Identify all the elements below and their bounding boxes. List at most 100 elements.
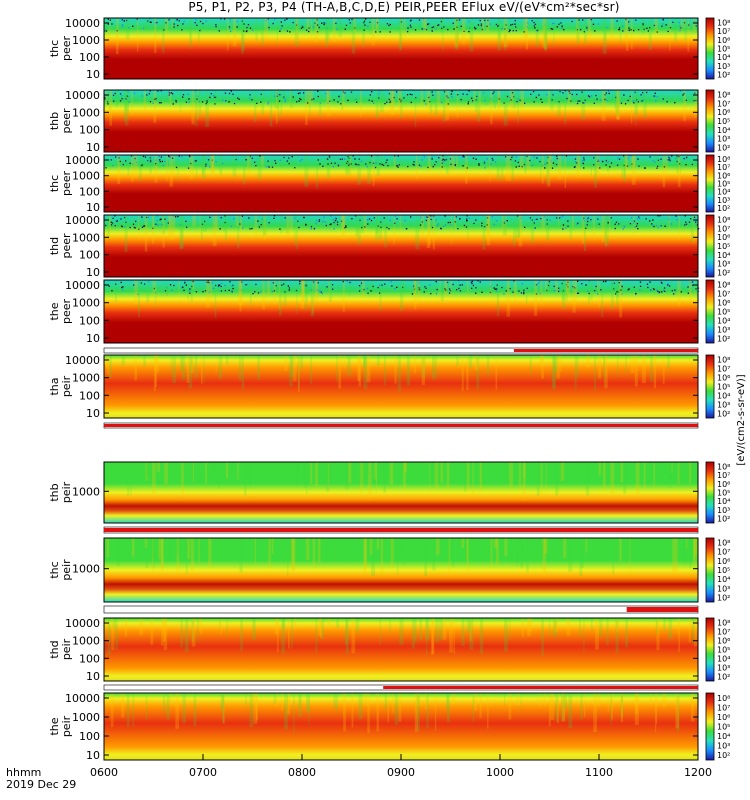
panel-probe-label: thd: [48, 640, 61, 658]
speckle-dot: [363, 288, 365, 291]
texture-streak: [399, 618, 404, 645]
texture-streak: [616, 90, 620, 120]
texture-streak: [419, 618, 422, 641]
texture-streak: [145, 538, 149, 568]
y-tick-label: 100: [79, 51, 100, 64]
texture-streak: [309, 90, 313, 105]
texture-streak: [425, 618, 430, 641]
speckle-dot: [489, 291, 492, 294]
colorbar-tick-label: 10³: [717, 196, 730, 205]
speckle-dot: [171, 289, 173, 291]
speckle-dot: [254, 161, 256, 163]
speckle-dot: [662, 98, 664, 100]
speckle-dot: [421, 28, 423, 30]
texture-streak: [254, 618, 256, 639]
panel-frame: [103, 214, 699, 278]
speckle-dot: [400, 101, 402, 103]
speckle-dot: [577, 222, 579, 224]
texture-streak: [543, 538, 548, 554]
texture-streak: [520, 90, 524, 110]
texture-streak: [254, 215, 258, 236]
speckle-dot: [652, 224, 654, 226]
y-tick-label: 10: [86, 670, 100, 683]
texture-streak: [496, 155, 500, 180]
speckle-dot: [645, 218, 647, 220]
speckle-dot: [299, 160, 301, 162]
texture-streak: [563, 538, 567, 559]
colorbar: [705, 89, 715, 153]
texture-streak: [329, 280, 332, 302]
texture-streak: [417, 693, 421, 707]
texture-streak: [376, 693, 379, 732]
speckle-dot: [441, 162, 443, 164]
texture-streak: [326, 155, 331, 179]
texture-streak: [346, 538, 348, 562]
texture-streak: [621, 693, 623, 712]
speckle-dot: [510, 99, 512, 101]
panel-product-label: peir: [60, 481, 73, 503]
speckle-dot: [533, 155, 535, 158]
speckle-dot: [298, 100, 300, 102]
panel-probe-label: thb: [48, 483, 61, 501]
texture-streak: [456, 90, 459, 118]
speckle-dot: [526, 26, 528, 28]
speckle-dot: [382, 164, 385, 166]
speckle-dot: [618, 158, 621, 160]
speckle-dot: [155, 97, 157, 100]
texture-streak: [476, 355, 480, 390]
texture-streak: [561, 693, 565, 722]
speckle-dot: [172, 215, 175, 217]
speckle-dot: [614, 223, 616, 225]
texture-streak: [614, 90, 617, 110]
speckle-dot: [527, 22, 529, 24]
texture-streak: [606, 618, 609, 646]
speckle-dot: [636, 223, 639, 225]
speckle-dot: [305, 285, 308, 287]
texture-streak: [668, 618, 673, 640]
texture-streak: [310, 355, 313, 385]
texture-streak: [336, 618, 339, 628]
colorbar-tick-label: 10⁴: [717, 655, 730, 664]
speckle-dot: [471, 287, 473, 289]
texture-streak: [294, 18, 299, 47]
texture-streak: [153, 538, 155, 568]
texture-streak: [686, 538, 688, 549]
speckle-dot: [152, 102, 154, 104]
x-tick-label: 1100: [585, 766, 613, 779]
texture-streak: [137, 18, 139, 52]
speckle-dot: [164, 218, 166, 220]
texture-streak: [445, 155, 449, 175]
speckle-dot: [394, 222, 396, 224]
texture-streak: [275, 280, 279, 293]
panel-product-label: peir: [60, 638, 73, 660]
speckle-dot: [410, 19, 412, 21]
y-tick-label: 100: [79, 652, 100, 665]
speckle-dot: [694, 92, 696, 94]
y-tick-label: 10: [86, 201, 100, 214]
speckle-dot: [421, 221, 423, 223]
texture-streak: [338, 355, 342, 389]
texture-streak: [193, 693, 197, 727]
texture-streak: [273, 693, 276, 704]
speckle-dot: [206, 101, 208, 103]
texture-streak: [296, 215, 298, 250]
speckle-dot: [662, 18, 664, 21]
texture-streak: [624, 18, 627, 41]
texture-streak: [338, 18, 342, 37]
speckle-dot: [587, 95, 590, 97]
speckle-dot: [689, 282, 691, 284]
speckle-dot: [241, 20, 243, 22]
texture-streak: [400, 90, 403, 118]
speckle-dot: [363, 20, 366, 22]
speckle-dot: [515, 26, 517, 28]
texture-streak: [355, 215, 358, 236]
texture-streak: [428, 215, 431, 245]
texture-streak: [620, 462, 623, 483]
speckle-dot: [336, 28, 338, 30]
speckle-dot: [697, 228, 700, 230]
texture-streak: [516, 538, 519, 567]
speckle-dot: [283, 156, 285, 159]
speckle-dot: [311, 98, 313, 101]
speckle-dot: [218, 284, 221, 286]
